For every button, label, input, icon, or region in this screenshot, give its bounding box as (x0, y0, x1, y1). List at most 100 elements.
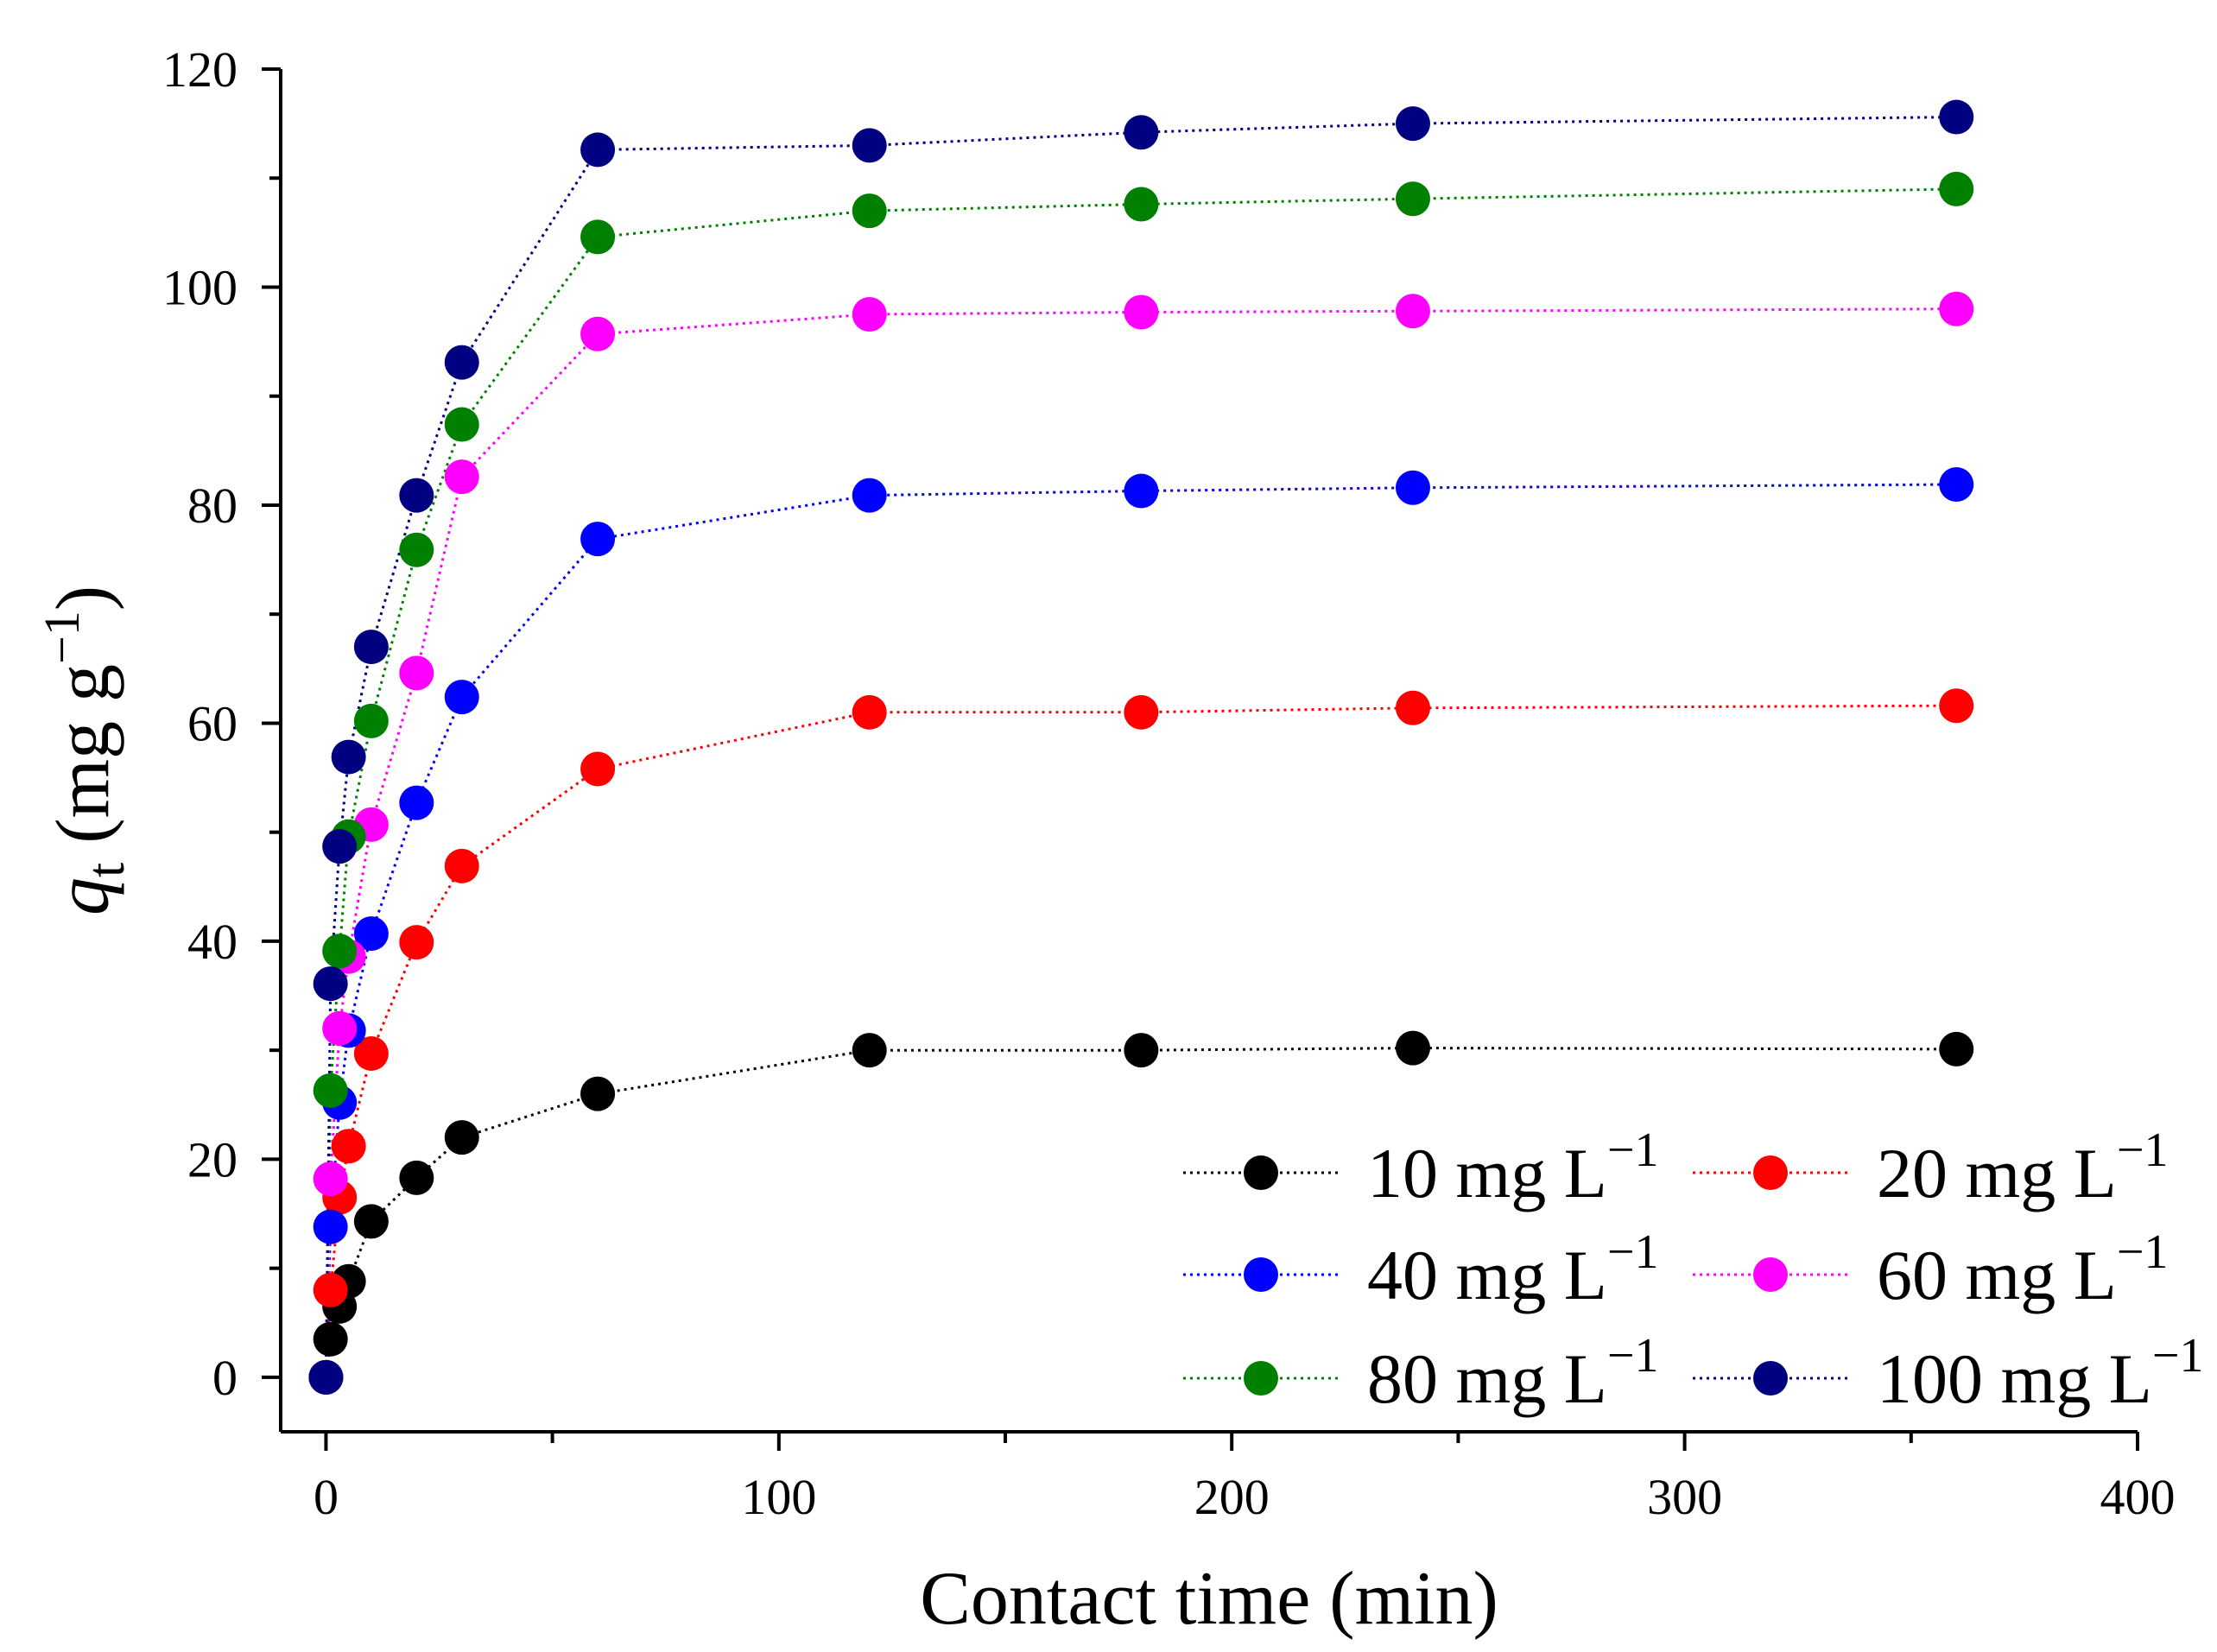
data-point-s1-6 (444, 848, 479, 883)
data-point-s5-3 (331, 739, 366, 775)
data-point-s0-1 (313, 1321, 348, 1357)
data-point-s0-11 (1939, 1031, 1974, 1067)
y-axis-symbol: q (41, 877, 125, 915)
legend-label-exponent: −1 (2117, 1225, 2169, 1279)
data-point-s3-5 (399, 655, 434, 691)
y-tick-label: 100 (162, 259, 238, 315)
y-tick-label: 0 (212, 1350, 238, 1406)
plot-area (308, 99, 1974, 1395)
data-point-s5-6 (444, 345, 479, 380)
legend-label-text: 100 mg L (1877, 1339, 2152, 1418)
data-point-s0-4 (353, 1204, 389, 1239)
legend-label-exponent: −1 (1607, 1123, 1659, 1177)
series-line-0 (324, 1047, 1957, 1378)
data-point-s0-6 (444, 1120, 479, 1155)
legend-label-text: 60 mg L (1877, 1236, 2117, 1314)
data-point-s0-8 (852, 1033, 887, 1068)
x-tick-label: 0 (314, 1469, 339, 1525)
data-point-s4-9 (1124, 187, 1159, 222)
data-point-s2-5 (399, 785, 434, 820)
legend-label-5: 100 mg L−1 (1877, 1329, 2203, 1418)
y-tick-label: 80 (187, 478, 238, 534)
axes: 0 100 200 300 400 0 20 40 60 80 100 120 Contact time… (34, 41, 2176, 1641)
x-tick-label: 300 (1647, 1469, 1722, 1525)
data-point-s1-3 (331, 1129, 366, 1164)
data-point-s4-10 (1395, 181, 1430, 217)
legend-marker-2 (1244, 1257, 1278, 1292)
data-point-s1-10 (1395, 690, 1430, 725)
legend: 10 mg L−1 20 mg L−140 mg L−1 60 mg L−180 m… (1183, 1123, 2203, 1418)
data-point-s2-1 (313, 1209, 348, 1244)
data-point-s4-6 (444, 407, 479, 442)
x-axis-title: Contact time (min) (920, 1557, 1498, 1641)
legend-marker-5 (1753, 1361, 1788, 1396)
data-point-s5-8 (852, 128, 887, 163)
data-point-s2-4 (353, 916, 389, 952)
x-tick-label: 400 (2100, 1469, 2176, 1525)
y-tick-label: 60 (187, 695, 238, 751)
data-point-s3-10 (1395, 294, 1430, 329)
legend-label-0: 10 mg L−1 (1367, 1123, 1658, 1212)
data-point-s0-7 (580, 1076, 616, 1111)
series-line-5 (324, 116, 1957, 1377)
legend-label-text: 40 mg L (1367, 1236, 1607, 1314)
data-point-s5-11 (1939, 99, 1974, 135)
legend-marker-0 (1244, 1155, 1278, 1190)
data-point-s2-11 (1939, 466, 1974, 502)
y-axis-unit: (mg g (41, 664, 125, 863)
legend-marker-3 (1753, 1257, 1788, 1292)
y-axis-exponent: −1 (34, 611, 90, 664)
data-point-s3-2 (322, 1010, 358, 1046)
data-point-s4-1 (313, 1073, 348, 1108)
data-point-s4-11 (1939, 171, 1974, 206)
data-point-s0-10 (1395, 1030, 1430, 1066)
data-point-s2-8 (852, 478, 887, 513)
series-line-1 (324, 704, 1957, 1377)
data-point-s2-6 (444, 680, 479, 715)
y-axis-close: ) (41, 585, 125, 611)
legend-label-4: 80 mg L−1 (1367, 1329, 1658, 1418)
data-point-s1-4 (353, 1035, 389, 1071)
data-point-s3-9 (1124, 294, 1159, 330)
data-point-s0-9 (1124, 1033, 1159, 1068)
y-tick-label: 120 (162, 41, 238, 98)
legend-label-exponent: −1 (1607, 1225, 1659, 1279)
legend-label-text: 80 mg L (1367, 1339, 1607, 1418)
series-line-3 (324, 307, 1957, 1377)
data-point-s5-4 (353, 630, 389, 665)
x-tick-label: 100 (741, 1469, 816, 1525)
series-line-2 (324, 483, 1957, 1377)
data-point-s4-4 (353, 703, 389, 738)
data-point-s1-7 (580, 751, 616, 787)
data-point-s3-11 (1939, 291, 1974, 326)
data-point-s1-5 (399, 925, 434, 960)
data-point-s5-0 (308, 1359, 344, 1395)
legend-label-2: 40 mg L−1 (1367, 1225, 1658, 1314)
y-axis-title: qt (mg g−1) (34, 585, 136, 915)
series-line-4 (324, 187, 1957, 1377)
legend-marker-1 (1753, 1155, 1788, 1190)
data-point-s4-2 (322, 934, 358, 969)
data-point-s5-7 (580, 132, 616, 168)
data-point-s4-7 (580, 219, 616, 255)
data-point-s4-5 (399, 532, 434, 567)
legend-label-exponent: −1 (2152, 1329, 2204, 1383)
data-point-s3-8 (852, 297, 887, 332)
legend-label-exponent: −1 (1607, 1329, 1659, 1383)
data-point-s2-7 (580, 522, 616, 557)
data-point-s4-8 (852, 193, 887, 229)
y-axis-subscript: t (77, 863, 136, 877)
legend-label-1: 20 mg L−1 (1877, 1123, 2168, 1212)
data-point-s5-10 (1395, 106, 1430, 142)
data-point-s5-5 (399, 478, 434, 513)
legend-label-3: 60 mg L−1 (1877, 1225, 2168, 1314)
legend-label-text: 10 mg L (1367, 1134, 1607, 1212)
y-tick-label: 40 (187, 914, 238, 970)
data-point-s3-7 (580, 316, 616, 351)
data-point-s2-10 (1395, 470, 1430, 505)
data-point-s1-8 (852, 694, 887, 730)
legend-label-exponent: −1 (2117, 1123, 2169, 1177)
y-tick-label: 20 (187, 1131, 238, 1187)
data-point-s3-6 (444, 459, 479, 495)
